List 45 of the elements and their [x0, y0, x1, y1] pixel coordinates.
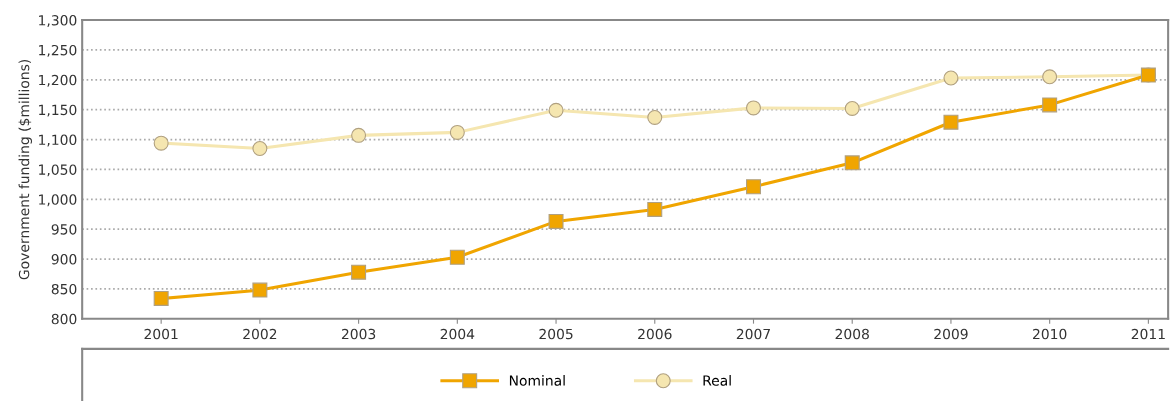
- point: [844, 155, 860, 171]
- point: [548, 102, 564, 118]
- y-tick-label: 1,200: [39, 74, 77, 87]
- legend-label: Nominal: [509, 375, 565, 386]
- y-tick-label: 1,150: [39, 104, 77, 117]
- y-tick-label: 850: [51, 283, 77, 295]
- x-tick-label: 2007: [736, 328, 770, 340]
- x-tick-label: 2008: [835, 328, 869, 340]
- x-tick-label: 2005: [539, 328, 573, 340]
- point: [745, 100, 761, 116]
- y-tick-label: 1,000: [39, 194, 77, 207]
- x-tick-label: 2002: [243, 328, 277, 340]
- point: [153, 135, 169, 151]
- y-tick-label: 800: [51, 313, 77, 325]
- point: [943, 114, 959, 130]
- point: [449, 249, 465, 265]
- point: [548, 213, 564, 229]
- y-tick-label: 950: [51, 224, 77, 235]
- x-tick-label: 2001: [144, 328, 178, 340]
- y-tick-label: 1,300: [39, 15, 77, 27]
- point: [1042, 69, 1058, 85]
- point: [745, 179, 761, 195]
- point: [153, 290, 169, 306]
- point: [252, 141, 268, 157]
- x-tick-label: 2004: [440, 328, 475, 340]
- point: [943, 70, 959, 86]
- point: [351, 264, 367, 280]
- point: [351, 127, 367, 143]
- x-tick-label: 2011: [1131, 328, 1165, 340]
- y-axis-title: Government funding ($millions): [18, 59, 32, 280]
- y-tick-label: 1,050: [39, 164, 77, 177]
- point: [647, 201, 663, 217]
- y-tick-label: 1,100: [39, 134, 77, 147]
- point: [647, 109, 663, 125]
- y-tick-label: 1,250: [39, 44, 77, 57]
- x-tick-label: 2009: [934, 328, 968, 340]
- point: [252, 282, 268, 298]
- legend-label: Real: [703, 375, 731, 386]
- point: [449, 124, 465, 140]
- point: [844, 100, 860, 116]
- x-tick-label: 2010: [1033, 328, 1067, 340]
- x-tick-label: 2006: [638, 328, 672, 340]
- y-tick-label: 900: [51, 254, 77, 265]
- x-tick-label: 2003: [341, 328, 376, 340]
- point: [1042, 97, 1058, 113]
